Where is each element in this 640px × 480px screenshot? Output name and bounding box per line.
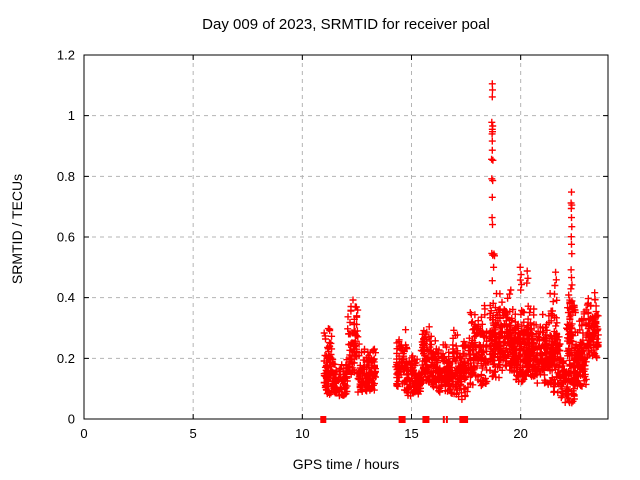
zero-value-marker	[422, 416, 430, 423]
plot-border	[83, 54, 609, 420]
chart-title: Day 009 of 2023, SRMTID for receiver poa…	[202, 16, 490, 33]
zero-value-marker	[442, 416, 445, 423]
x-tick-label: 0	[80, 426, 87, 441]
x-tick-label: 5	[190, 426, 197, 441]
zero-value-marker	[398, 416, 406, 423]
zero-value-marker	[459, 416, 466, 423]
y-tick-label: 0	[68, 412, 75, 427]
x-tick-label: 15	[404, 426, 418, 441]
zero-value-marker	[445, 416, 448, 423]
y-tick-label: 0.8	[57, 169, 75, 184]
x-axis-label: GPS time / hours	[292, 456, 400, 472]
x-tick-label: 20	[513, 426, 527, 441]
zero-value-marker	[464, 416, 469, 423]
y-tick-label: 0.6	[57, 230, 75, 245]
x-tick-label: 10	[295, 426, 309, 441]
y-tick-label: 1	[68, 108, 75, 123]
scatter-points	[320, 80, 602, 407]
y-tick-label: 0.4	[57, 290, 75, 305]
y-tick-label: 0.2	[57, 351, 75, 366]
y-tick-label: 1.2	[57, 48, 75, 63]
zero-value-marker	[320, 416, 327, 423]
